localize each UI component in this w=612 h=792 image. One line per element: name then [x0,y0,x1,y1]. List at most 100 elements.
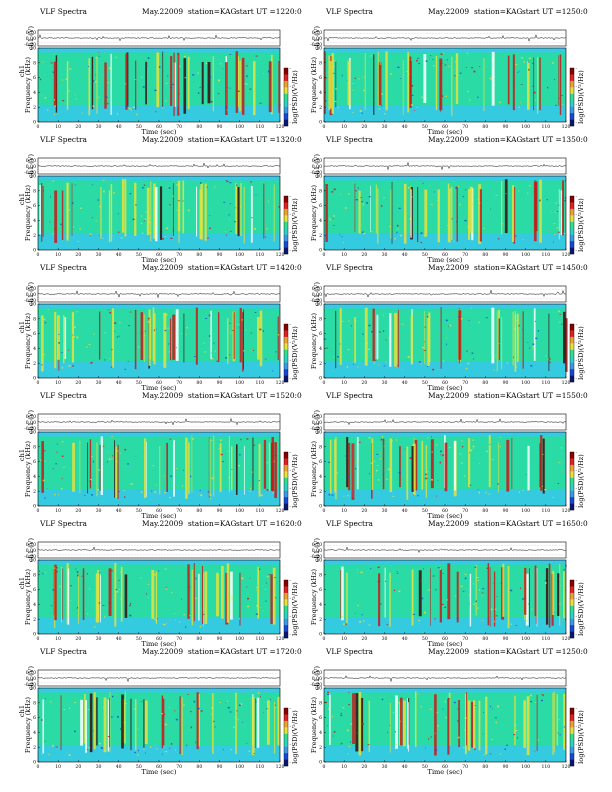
time-tick-label: 40 [116,636,122,642]
time-axis-label: Time (sec) [428,384,463,392]
voltage-tick-label: 0.20 [26,670,36,676]
spectral-speckle [344,207,347,209]
sferic-stripe [335,437,337,500]
spectral-speckle [118,335,120,337]
time-tick-label: 10 [55,508,61,514]
spectrogram [38,176,282,250]
spectral-speckle [190,475,192,478]
time-tick-label: 80 [482,764,488,770]
spectral-speckle [80,207,82,209]
spectral-speckle [173,229,174,232]
spectral-speckle [379,603,382,605]
spectral-speckle [418,619,420,622]
colorbar-segment [284,612,288,619]
spectral-speckle [129,604,131,607]
spectral-speckle [556,227,559,229]
sferic-stripe [425,445,427,498]
spectrum-panel: VLF Spectra May.22009 station=KAG start UT … [0,132,302,264]
spectral-speckle [385,361,387,363]
spectral-speckle [103,190,105,193]
sferic-stripe [263,439,267,489]
spectral-speckle [472,445,475,448]
sferic-stripe [235,444,238,495]
colorbar-segment [284,759,288,767]
colorbar-frame [569,195,575,255]
spectral-speckle [99,206,101,208]
spectral-speckle [459,203,461,206]
sferic-stripe [355,693,359,752]
spectral-speckle [41,364,43,366]
spectral-speckle [152,464,154,467]
spectral-speckle [124,83,127,85]
spectral-speckle [327,725,329,727]
spectral-speckle [63,709,66,711]
spectral-speckle [510,589,513,592]
time-tick-label: 40 [402,636,408,642]
spectral-speckle [161,713,164,715]
spectral-speckle [206,186,208,188]
top-frequency-band [38,560,280,565]
time-tick-label: 120 [562,380,571,386]
spectral-speckle [178,113,180,115]
sferic-stripe [71,312,75,363]
spectral-speckle [184,55,186,58]
spectral-speckle [469,452,470,454]
spectral-speckle [448,66,450,67]
spectral-speckle [191,438,194,440]
spectral-speckle [44,450,46,452]
spectral-speckle [199,490,201,492]
sferic-stripe [424,189,428,237]
spectral-speckle [468,603,470,605]
frequency-tick-label: 10 [316,46,322,52]
spectral-speckle [340,321,341,323]
top-frequency-band [38,688,280,693]
channel-axis-label: ch1 (V) [27,666,35,691]
time-tick-label: 70 [462,124,468,130]
waveform-trace [323,161,567,171]
voltage-tick-label: -0.20 [310,42,322,48]
spectral-speckle [156,484,157,486]
sferic-stripe [39,185,41,235]
spectral-speckle [342,241,344,244]
spectral-speckle [470,307,472,309]
spectral-speckle [120,571,123,573]
sferic-stripe [100,436,103,495]
sferic-stripe [198,573,200,621]
sferic-stripe [447,698,450,755]
spectral-speckle [103,445,105,447]
spectral-speckle [355,319,357,322]
spectral-speckle [398,207,401,210]
colorbar-frame [569,707,575,767]
spectral-speckle [268,72,271,74]
time-tick-label: 100 [521,508,530,514]
time-tick-label: 80 [196,636,202,642]
sferic-stripe [370,185,371,232]
sferic-stripe [488,435,491,488]
time-tick-label: 40 [402,764,408,770]
colorbar-frame [283,67,289,127]
sferic-stripe [437,189,440,243]
spectral-speckle [441,603,444,606]
spectral-speckle [42,572,44,575]
spectral-speckle [495,84,497,86]
frequency-tick-label: 6 [319,715,322,721]
spectral-speckle [153,329,155,332]
spectral-speckle [424,611,426,614]
sferic-stripe [252,437,254,491]
spectral-speckle [229,87,231,89]
colorbar-label: log(PSD)(V²/Hz) [291,198,299,252]
spectral-speckle [464,219,467,222]
spectral-speckle [274,455,277,456]
spectral-speckle [158,66,161,68]
time-tick-label: 90 [217,636,223,642]
sferic-stripe [172,183,174,236]
sferic-stripe [121,179,125,233]
spectral-speckle [277,334,280,336]
spectral-speckle [148,221,151,224]
spectral-speckle [469,99,471,101]
spectral-speckle [255,613,258,615]
spectral-speckle [380,205,383,207]
time-tick-label: 100 [235,380,244,386]
sferic-stripe [143,699,145,748]
sferic-stripe [371,438,374,490]
